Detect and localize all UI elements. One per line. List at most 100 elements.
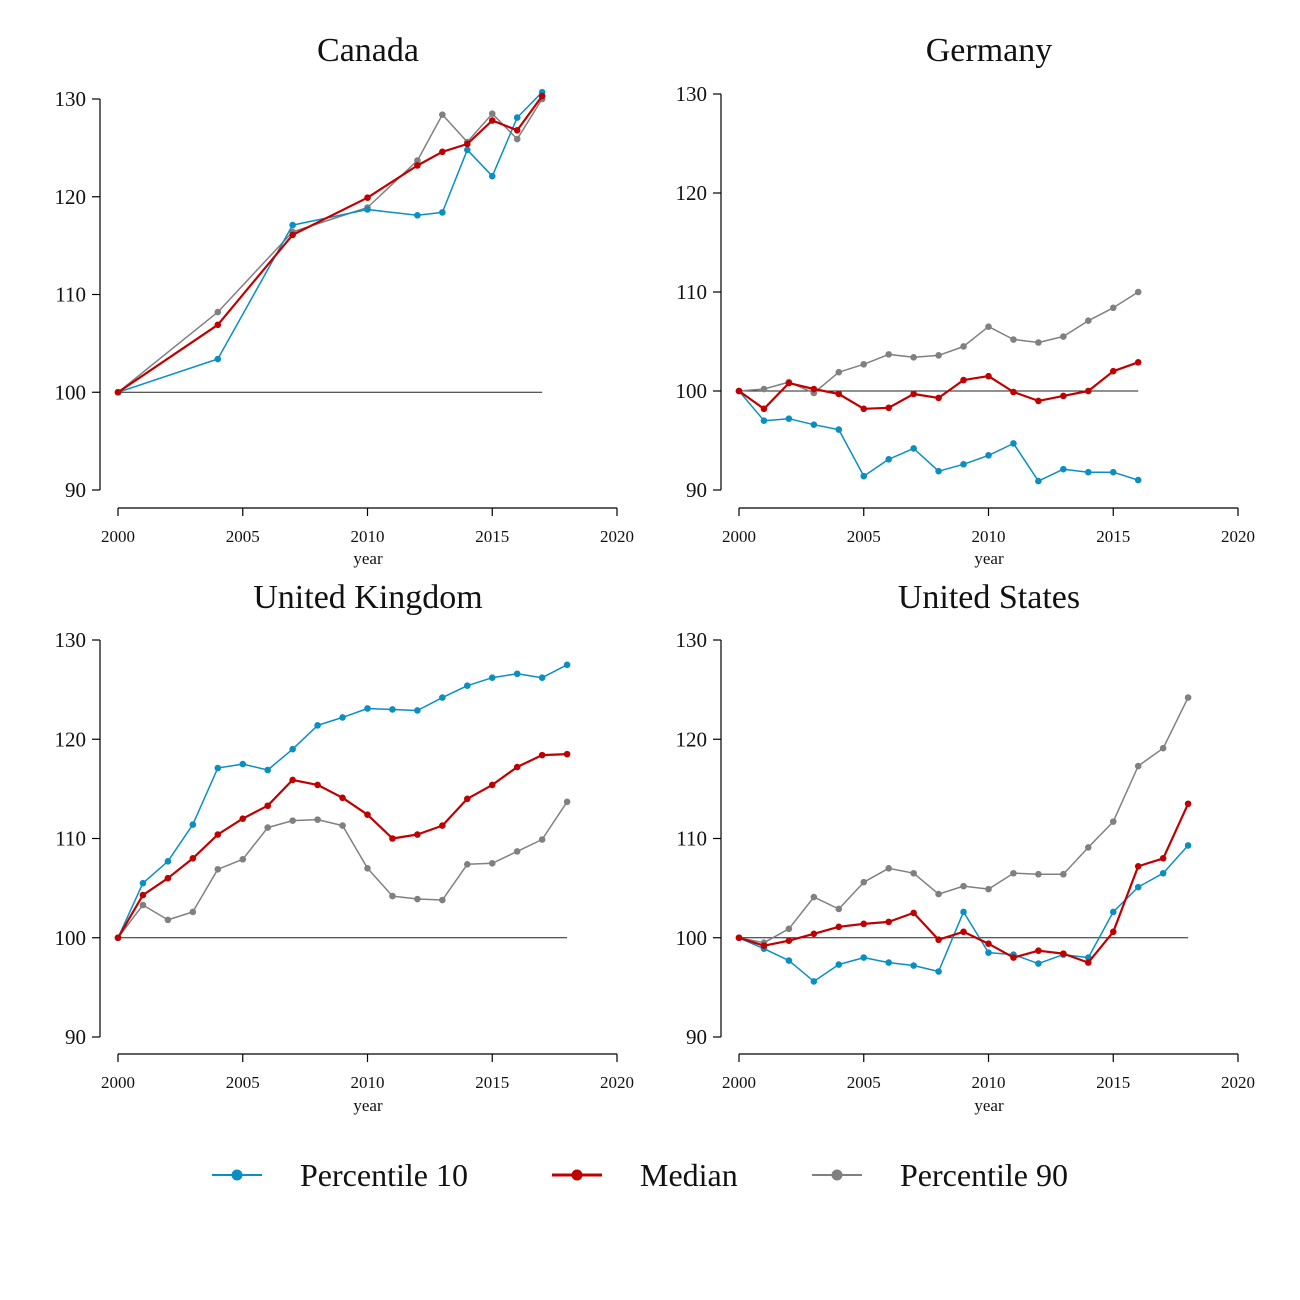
data-point-median <box>339 794 346 802</box>
y-tick-label: 90 <box>686 1025 707 1049</box>
data-point-median <box>910 390 917 398</box>
data-point-percentile-90 <box>289 817 296 824</box>
data-point-percentile-10 <box>960 460 967 468</box>
x-axis-label-canada: year <box>353 549 383 568</box>
data-point-median <box>414 831 421 838</box>
data-point-median <box>538 751 546 759</box>
data-point-median <box>810 930 818 938</box>
data-point-percentile-90 <box>389 892 396 900</box>
y-tick-label: 110 <box>55 827 86 851</box>
data-point-percentile-10 <box>1035 960 1042 967</box>
data-point-percentile-10 <box>389 706 396 713</box>
data-point-percentile-10 <box>464 146 471 154</box>
data-point-percentile-90 <box>189 908 197 916</box>
data-point-percentile-90 <box>1085 844 1092 851</box>
data-point-percentile-90 <box>439 896 446 904</box>
data-point-percentile-90 <box>538 836 546 843</box>
data-point-median <box>114 934 122 942</box>
data-point-median <box>289 776 296 784</box>
data-point-percentile-90 <box>214 865 222 873</box>
data-point-median <box>935 394 942 402</box>
data-point-percentile-90 <box>960 343 967 350</box>
x-tick-label: 2005 <box>847 527 881 546</box>
data-point-percentile-90 <box>860 360 868 368</box>
data-point-percentile-10 <box>239 760 247 768</box>
data-point-percentile-10 <box>785 415 793 423</box>
y-tick-label: 130 <box>55 87 87 111</box>
data-point-percentile-90 <box>835 368 843 376</box>
data-point-median <box>860 920 868 928</box>
data-point-percentile-90 <box>1134 762 1142 770</box>
panel-united-states: 90 100 110 120 130 2000 2005 2010 2015 2020 <box>676 628 1256 1092</box>
y-tick-label: 110 <box>55 283 86 307</box>
data-point-percentile-10 <box>339 714 346 721</box>
y-tick-label: 120 <box>676 181 708 205</box>
data-point-percentile-10 <box>214 764 222 772</box>
data-point-median <box>1035 947 1042 954</box>
x-tick-label: 2005 <box>226 1073 260 1092</box>
data-point-percentile-90 <box>1035 339 1042 346</box>
data-point-percentile-10 <box>513 670 521 678</box>
data-point-median <box>885 918 892 926</box>
x-tick-label: 2000 <box>722 527 756 546</box>
data-point-median <box>760 942 768 949</box>
legend-marker-percentile-10 <box>231 1169 243 1181</box>
data-point-median <box>1134 358 1142 366</box>
data-point-median <box>289 231 296 239</box>
data-point-percentile-10 <box>885 456 892 463</box>
panel-title-germany: Germany <box>926 32 1053 69</box>
data-point-median <box>835 923 843 931</box>
data-point-percentile-10 <box>760 417 768 425</box>
data-point-median <box>1010 954 1017 961</box>
data-point-percentile-10 <box>1035 477 1042 485</box>
data-point-percentile-90 <box>785 925 793 933</box>
data-point-median <box>264 802 272 810</box>
data-point-percentile-10 <box>538 674 546 682</box>
data-point-percentile-10 <box>414 707 421 714</box>
data-point-percentile-10 <box>935 968 942 975</box>
series-line-median <box>117 95 543 394</box>
data-point-median <box>164 874 172 882</box>
data-point-median <box>1085 959 1092 966</box>
data-point-percentile-10 <box>1134 476 1142 484</box>
data-point-median <box>414 162 421 169</box>
y-tick-label: 120 <box>676 727 708 751</box>
data-point-percentile-90 <box>885 351 892 358</box>
x-tick-label: 2010 <box>972 1073 1006 1092</box>
x-tick-label: 2010 <box>351 1073 385 1092</box>
data-point-percentile-10 <box>314 722 321 729</box>
data-point-percentile-10 <box>1060 465 1067 473</box>
data-point-percentile-90 <box>885 864 892 872</box>
data-point-percentile-10 <box>364 206 371 213</box>
data-point-percentile-10 <box>513 114 521 121</box>
data-point-median <box>885 404 892 412</box>
x-tick-label: 2015 <box>475 1073 509 1092</box>
data-point-percentile-10 <box>439 694 446 701</box>
data-point-percentile-90 <box>364 864 371 872</box>
data-point-percentile-90 <box>1035 870 1042 878</box>
data-point-percentile-10 <box>1109 908 1117 916</box>
data-point-percentile-90 <box>910 869 917 877</box>
data-point-median <box>1035 397 1042 405</box>
data-point-median <box>785 937 793 945</box>
data-point-percentile-90 <box>1010 869 1017 877</box>
legend-label-percentile-10: Percentile 10 <box>300 1157 468 1193</box>
data-point-percentile-90 <box>314 816 321 823</box>
y-tick-label: 120 <box>55 727 87 751</box>
data-point-median <box>910 909 917 917</box>
series-line-median <box>738 361 1139 410</box>
data-point-percentile-10 <box>189 821 197 828</box>
data-point-median <box>139 891 147 899</box>
data-point-percentile-10 <box>985 949 992 956</box>
data-point-percentile-10 <box>1134 883 1142 891</box>
data-point-median <box>860 405 868 413</box>
y-tick-label: 90 <box>65 1025 86 1049</box>
data-point-percentile-10 <box>985 452 992 459</box>
data-point-median <box>1060 950 1067 957</box>
data-point-percentile-10 <box>1085 468 1092 476</box>
data-point-median <box>735 934 743 942</box>
data-point-percentile-90 <box>1109 818 1117 825</box>
data-point-percentile-90 <box>810 893 818 901</box>
y-tick-label: 100 <box>676 379 708 403</box>
data-point-median <box>1159 855 1167 862</box>
